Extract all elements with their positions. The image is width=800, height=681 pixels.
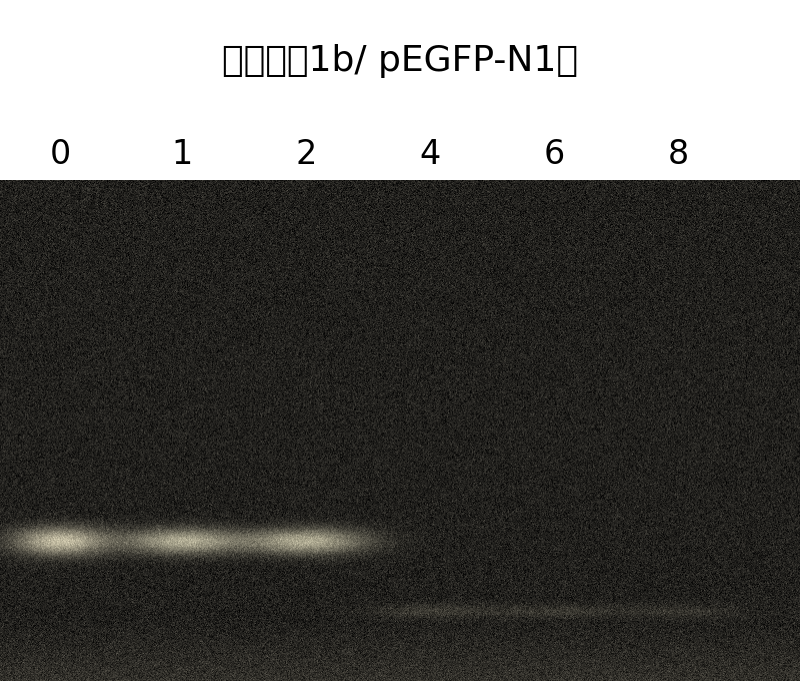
Text: 4: 4 bbox=[420, 138, 441, 171]
Text: 8: 8 bbox=[668, 138, 689, 171]
Text: 1: 1 bbox=[172, 138, 193, 171]
Text: 质量比（1b/ pEGFP-N1）: 质量比（1b/ pEGFP-N1） bbox=[222, 44, 578, 78]
Text: 0: 0 bbox=[50, 138, 70, 171]
Text: 2: 2 bbox=[296, 138, 317, 171]
Text: 6: 6 bbox=[544, 138, 565, 171]
